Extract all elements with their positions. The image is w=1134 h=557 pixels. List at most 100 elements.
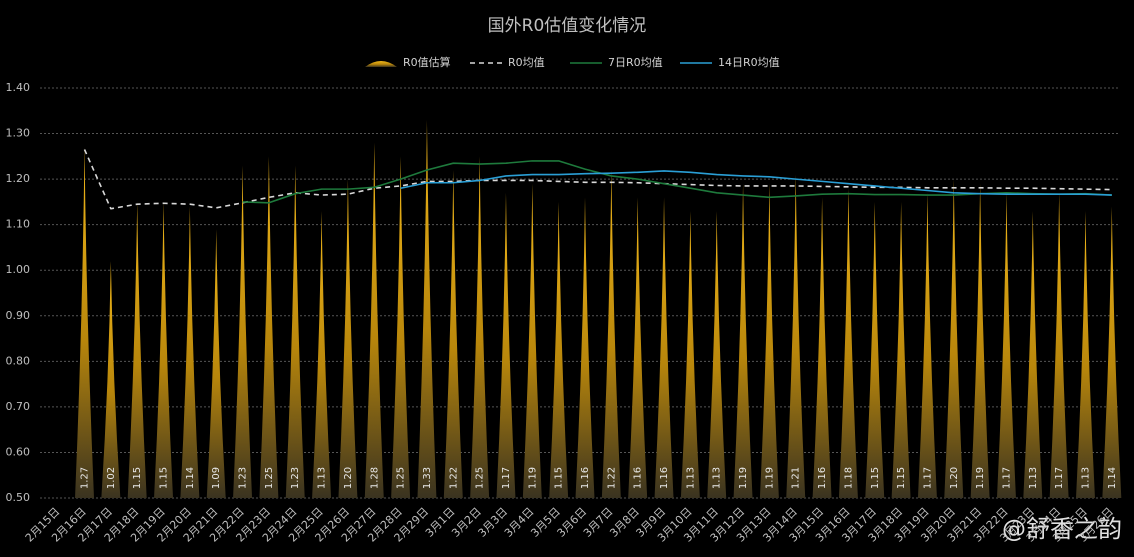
value-label: 1.15	[896, 467, 907, 489]
spike	[127, 201, 147, 498]
y-tick-label: 0.80	[6, 354, 31, 367]
spike	[628, 197, 648, 499]
legend-label: R0均值	[508, 56, 545, 69]
value-label: 1.13	[712, 467, 723, 489]
spike	[522, 183, 542, 498]
spike	[838, 188, 858, 498]
spike	[312, 211, 332, 498]
value-label: 1.23	[238, 467, 249, 489]
value-label: 1.25	[264, 467, 275, 489]
spike	[417, 119, 437, 498]
watermark: @舒香之韵	[1002, 515, 1122, 543]
spike	[944, 179, 964, 498]
value-label: 1.15	[554, 467, 565, 489]
value-label: 1.17	[501, 467, 512, 489]
value-label: 1.25	[396, 467, 407, 489]
y-tick-label: 0.90	[6, 309, 31, 322]
spike	[707, 211, 727, 498]
spike	[259, 156, 279, 499]
value-label: 1.27	[80, 467, 91, 489]
spike	[549, 201, 569, 498]
spike	[680, 211, 700, 498]
value-label: 1.17	[922, 467, 933, 489]
y-tick-label: 1.20	[6, 172, 31, 185]
value-label: 1.15	[159, 467, 170, 489]
value-label: 1.13	[685, 467, 696, 489]
spike	[733, 183, 753, 498]
spike	[1076, 211, 1095, 498]
spike	[575, 197, 595, 499]
spike	[285, 165, 305, 498]
spike	[654, 197, 674, 499]
spike	[601, 170, 621, 498]
spike	[101, 261, 121, 498]
y-tick-label: 0.50	[6, 491, 31, 504]
value-label: 1.16	[633, 467, 644, 489]
spike	[338, 179, 358, 498]
legend-label: R0值估算	[403, 55, 451, 69]
value-label: 1.19	[738, 467, 749, 489]
value-label: 1.09	[211, 467, 222, 489]
value-label: 1.19	[764, 467, 775, 489]
spike	[865, 201, 885, 498]
value-label: 1.23	[290, 467, 301, 489]
spike	[75, 147, 94, 498]
spike	[996, 192, 1016, 498]
value-label: 1.22	[448, 467, 459, 489]
value-label: 1.21	[791, 467, 802, 489]
value-label: 1.13	[1080, 467, 1091, 489]
legend-label: 7日R0均值	[608, 56, 663, 69]
value-label: 1.15	[870, 467, 881, 489]
spike	[1023, 211, 1043, 498]
value-label: 1.22	[606, 467, 617, 489]
value-label: 1.25	[475, 467, 486, 489]
y-tick-label: 1.10	[6, 218, 31, 231]
value-label: 1.16	[580, 467, 591, 489]
spike	[470, 156, 490, 499]
line	[400, 170, 1112, 196]
line	[242, 160, 1112, 204]
spike	[496, 192, 516, 498]
value-label: 1.02	[106, 467, 117, 489]
spike	[891, 201, 911, 498]
spike	[1102, 206, 1122, 498]
value-label: 1.28	[369, 467, 380, 489]
y-tick-label: 0.70	[6, 400, 31, 413]
spike	[180, 206, 200, 498]
value-label: 1.20	[343, 467, 354, 489]
value-label: 1.20	[949, 467, 960, 489]
y-tick-label: 1.40	[6, 81, 31, 94]
spike	[443, 170, 463, 498]
value-label: 1.17	[1054, 467, 1065, 489]
legend-label: 14日R0均值	[718, 56, 780, 69]
spike	[233, 165, 253, 498]
spike	[759, 183, 779, 498]
value-label: 1.19	[527, 467, 538, 489]
spike	[154, 201, 174, 498]
value-label: 1.13	[317, 467, 328, 489]
value-label: 1.14	[1107, 467, 1118, 489]
value-label: 1.16	[659, 467, 670, 489]
y-tick-label: 1.00	[6, 263, 31, 276]
spike	[364, 142, 384, 498]
value-label: 1.19	[975, 467, 986, 489]
spike	[206, 229, 226, 498]
value-label: 1.16	[817, 467, 828, 489]
spike	[917, 192, 937, 498]
spike	[391, 156, 411, 499]
legend-swatch	[365, 61, 397, 67]
value-label: 1.14	[185, 467, 196, 489]
y-tick-label: 1.30	[6, 127, 31, 140]
spike	[812, 197, 832, 499]
spike	[970, 183, 990, 498]
chart-title: 国外R0估值变化情况	[488, 16, 647, 36]
value-label: 1.33	[422, 467, 433, 489]
value-label: 1.13	[1028, 467, 1039, 489]
spike	[786, 174, 806, 499]
spike	[1049, 192, 1069, 498]
value-label: 1.18	[843, 467, 854, 489]
value-label: 1.15	[132, 467, 143, 489]
y-tick-label: 0.60	[6, 445, 31, 458]
line	[83, 149, 1112, 210]
